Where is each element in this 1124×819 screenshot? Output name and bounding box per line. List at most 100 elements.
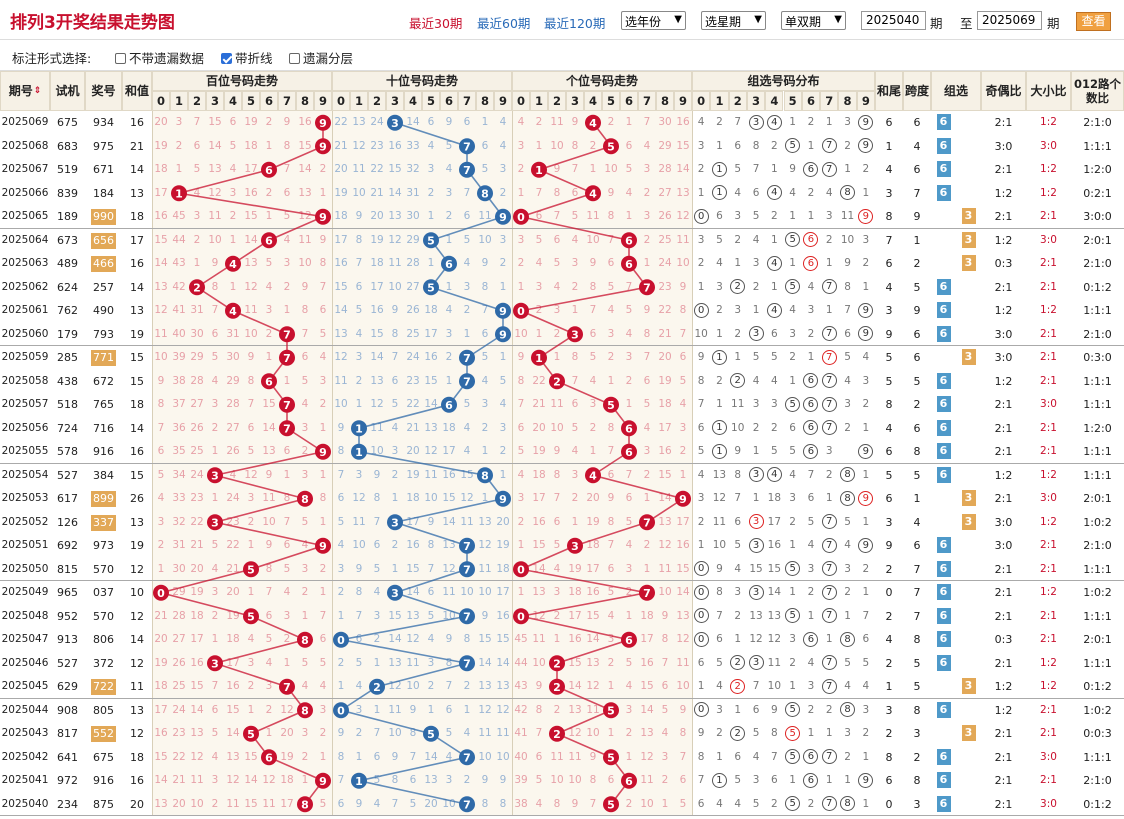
- checkbox-icon[interactable]: [289, 53, 300, 64]
- tens-cell: 9: [355, 210, 363, 222]
- units-cell: 10: [550, 421, 564, 434]
- hundreds-cell: 7: [211, 680, 219, 692]
- group-number-ball: 7: [821, 514, 837, 529]
- group_dist-cell: 5: [716, 233, 723, 246]
- tens-cell: 6: [355, 280, 363, 293]
- table-row: 2025045 629 722 11 18 25 15 7 16 2 3 4 4 1 4 12 10 2 7 2 13 1…: [0, 675, 1124, 699]
- tens-cell: 9: [373, 468, 381, 481]
- table-row: 2025062 624 257 14 13 42 8 1 12 4 2 9 7 15 6 17 10 27 1 3 8 1…: [0, 276, 1124, 300]
- tens-cell: 20: [370, 210, 384, 222]
- tens-cell: 5: [481, 351, 489, 363]
- prize-cell: 722: [91, 679, 116, 695]
- hundreds-cell: 3: [247, 656, 255, 669]
- prize-cell: 570: [93, 562, 114, 576]
- checkbox-icon[interactable]: [115, 53, 126, 64]
- tens-cell: 24: [370, 116, 384, 128]
- option-layer[interactable]: 遗漏分层: [289, 48, 353, 67]
- units-cell: 29: [658, 139, 672, 152]
- group_dist-cell: 5: [844, 515, 851, 528]
- option-no-miss[interactable]: 不带遗漏数据: [115, 48, 204, 67]
- table-row: 2025055 578 916 16 6 35 25 1 26 5 13 6 2 8 10 3 20 12 17 4 1…: [0, 440, 1124, 464]
- tail-cell: 1: [885, 680, 893, 693]
- group_dist-cell: 2: [862, 257, 870, 269]
- sum-cell: 16: [130, 257, 144, 270]
- group-number-ball: 3: [748, 584, 764, 600]
- group_dist-cell: 1: [862, 280, 870, 293]
- tail-cell: 2: [885, 562, 893, 576]
- year-select[interactable]: 选年份 ▼: [621, 11, 686, 30]
- group6-pick: 6: [936, 654, 951, 671]
- hundreds-cell: 5: [211, 727, 219, 739]
- recent-120-link[interactable]: 最近120期: [544, 16, 606, 31]
- chevron-down-icon: ▼: [834, 14, 842, 25]
- tens-cell: 1: [445, 280, 453, 293]
- units-cell: 3: [553, 304, 561, 316]
- tens-cell: 13: [478, 680, 492, 692]
- group_dist-cell: 1: [862, 468, 870, 481]
- units-cell: 8: [607, 421, 615, 434]
- recent-30-link[interactable]: 最近30期: [409, 16, 463, 31]
- prize-header: 奖号: [85, 71, 122, 111]
- hundreds-cell: [314, 769, 332, 793]
- group-number-ball: 7: [821, 279, 837, 294]
- to-period-input[interactable]: 2025069: [977, 11, 1042, 30]
- group_dist-cell: 5: [734, 774, 742, 786]
- tens-cell: 13: [496, 680, 510, 692]
- odd-even-cell: 3:0: [994, 351, 1013, 364]
- group-number-ball: 6: [803, 396, 819, 412]
- hundreds-cell: 2: [301, 750, 309, 763]
- tens-cell: 6: [481, 327, 489, 340]
- group_dist-cell: 2: [844, 139, 851, 152]
- option-lines[interactable]: 带折线: [221, 48, 273, 67]
- group3-pick: 3: [961, 349, 976, 365]
- units-cell: 1: [679, 468, 687, 481]
- sum-header: 和值: [122, 71, 152, 111]
- tens-cell: 20: [424, 797, 438, 810]
- table-row: 2025068 683 975 21 19 2 6 14 5 18 1 8 15 21 12 23 16 33 4 5…: [0, 135, 1124, 159]
- recent-60-link[interactable]: 最近60期: [477, 16, 531, 31]
- route-cell: 1:1:1: [1083, 656, 1112, 670]
- hundreds-cell: 28: [226, 398, 240, 410]
- units-cell: 10: [568, 774, 582, 786]
- tens-cell: 12: [352, 492, 366, 504]
- span-cell: 9: [913, 210, 921, 223]
- hundreds-cell: 40: [172, 327, 186, 340]
- group-number-ball: 7: [821, 796, 837, 811]
- tens-cell: 1: [427, 257, 435, 269]
- group_dist-cell: 0: [692, 299, 710, 323]
- units-cell: 5: [661, 703, 669, 716]
- group_dist-cell: 13: [749, 609, 763, 622]
- group6-cell: 6: [931, 558, 956, 582]
- period-header[interactable]: 期号 ⇕: [0, 71, 50, 111]
- from-period-input[interactable]: 2025040: [861, 11, 926, 30]
- units-cell: 7: [607, 539, 615, 551]
- units-cell: 8: [571, 139, 579, 152]
- group_dist-cell: 7: [844, 304, 851, 316]
- tens-cell: 1: [499, 351, 507, 363]
- group_dist-cell: 9: [844, 257, 851, 269]
- units-cell: 3: [643, 445, 651, 457]
- group_dist-cell: 13: [712, 468, 727, 481]
- sort-icon[interactable]: ⇕: [33, 86, 42, 96]
- hundreds-cell: 17: [154, 703, 168, 716]
- hundreds-cell: 19: [244, 116, 258, 128]
- units-cell: 1: [607, 374, 615, 387]
- checkbox-checked-icon[interactable]: [221, 53, 232, 64]
- group3-cell: [956, 628, 981, 652]
- tail-cell: 6: [885, 257, 893, 270]
- tens-cell: [458, 605, 476, 629]
- group_dist-cell: 3: [844, 727, 851, 739]
- weekday-select[interactable]: 选星期 ▼: [701, 11, 766, 30]
- oddeven-period-select[interactable]: 单双期 ▼: [781, 11, 846, 30]
- group6-cell: [931, 511, 956, 535]
- group_dist-cell: 3: [747, 534, 765, 558]
- period-cell: 2025050: [1, 562, 49, 575]
- group_dist-cell: 1: [710, 769, 728, 793]
- hundreds-cell: 21: [172, 774, 186, 786]
- sum-cell: 13: [130, 186, 144, 200]
- hundreds-cell: 5: [247, 445, 255, 457]
- hundreds-cell: 13: [298, 186, 312, 199]
- hundreds-cell: 20: [190, 562, 204, 575]
- view-button[interactable]: 查看: [1076, 12, 1111, 31]
- group6-cell: 6: [931, 182, 956, 206]
